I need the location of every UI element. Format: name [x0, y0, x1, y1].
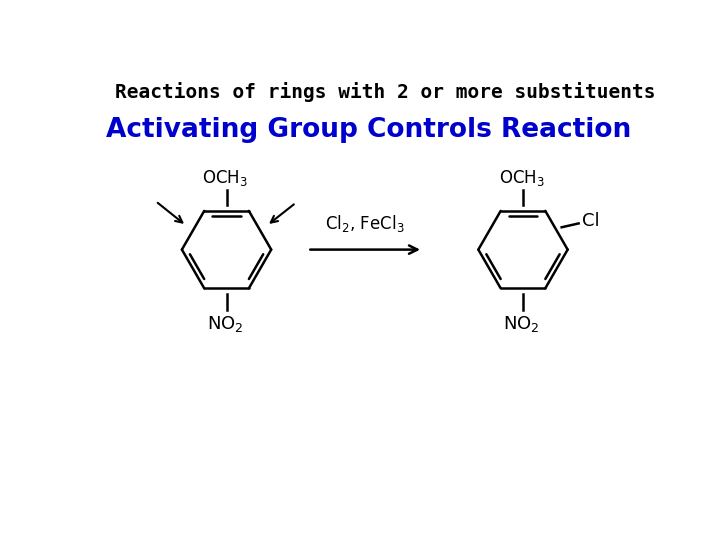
- Text: NO$_2$: NO$_2$: [503, 314, 540, 334]
- Text: Cl: Cl: [582, 212, 600, 230]
- Text: NO$_2$: NO$_2$: [207, 314, 243, 334]
- Text: OCH$_3$: OCH$_3$: [498, 168, 544, 188]
- Text: OCH$_3$: OCH$_3$: [202, 168, 248, 188]
- Text: Cl$_2$, FeCl$_3$: Cl$_2$, FeCl$_3$: [325, 213, 405, 234]
- Text: Reactions of rings with 2 or more substituents: Reactions of rings with 2 or more substi…: [115, 82, 655, 102]
- Text: Activating Group Controls Reaction: Activating Group Controls Reaction: [107, 117, 631, 143]
